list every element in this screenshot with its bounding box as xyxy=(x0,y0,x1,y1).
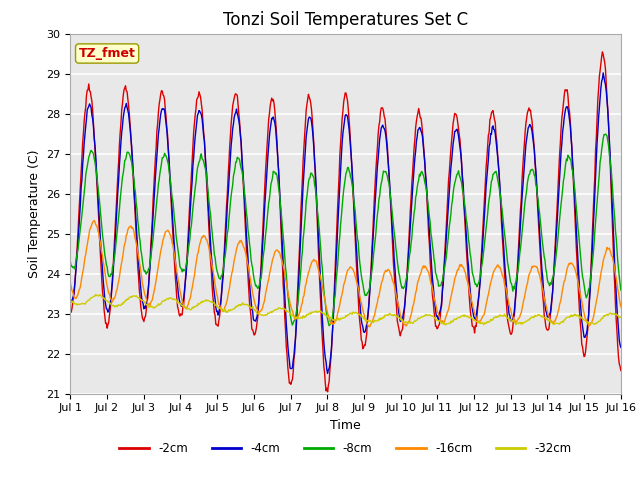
-32cm xyxy=(77,301,84,307)
-32cm xyxy=(442,322,449,328)
Y-axis label: Soil Temperature (C): Soil Temperature (C) xyxy=(28,149,41,278)
-4cm xyxy=(218,286,226,292)
-2cm xyxy=(133,250,141,255)
-16cm xyxy=(617,304,625,310)
Text: TZ_fmet: TZ_fmet xyxy=(79,47,136,60)
-4cm xyxy=(67,298,74,304)
Line: -8cm: -8cm xyxy=(70,134,621,326)
-16cm xyxy=(134,249,141,254)
Line: -4cm: -4cm xyxy=(70,73,621,373)
-8cm xyxy=(133,206,141,212)
Legend: -2cm, -4cm, -8cm, -16cm, -32cm: -2cm, -4cm, -8cm, -16cm, -32cm xyxy=(115,437,577,460)
-2cm xyxy=(324,389,332,395)
Line: -16cm: -16cm xyxy=(70,220,621,327)
-4cm xyxy=(413,134,421,140)
Title: Tonzi Soil Temperatures Set C: Tonzi Soil Temperatures Set C xyxy=(223,11,468,29)
-4cm xyxy=(324,371,332,376)
-4cm xyxy=(617,344,625,350)
-32cm xyxy=(219,308,227,313)
-8cm xyxy=(413,184,421,190)
-32cm xyxy=(92,292,99,298)
-32cm xyxy=(413,317,421,323)
-2cm xyxy=(429,299,437,305)
-8cm xyxy=(429,248,437,254)
-32cm xyxy=(190,304,198,310)
-2cm xyxy=(617,368,625,373)
-8cm xyxy=(617,287,625,293)
-2cm xyxy=(67,308,74,313)
-4cm xyxy=(189,163,196,169)
Line: -32cm: -32cm xyxy=(70,295,621,325)
-2cm xyxy=(413,113,421,119)
-4cm xyxy=(77,202,84,207)
-16cm xyxy=(365,324,372,330)
-32cm xyxy=(67,298,74,303)
-8cm xyxy=(189,205,196,211)
-8cm xyxy=(218,272,226,278)
-8cm xyxy=(325,323,333,329)
-4cm xyxy=(429,284,437,289)
-32cm xyxy=(429,313,437,319)
-8cm xyxy=(67,259,74,265)
-2cm xyxy=(598,49,606,55)
-2cm xyxy=(77,184,84,190)
-8cm xyxy=(77,226,84,231)
-2cm xyxy=(189,145,196,151)
-16cm xyxy=(190,276,198,282)
Line: -2cm: -2cm xyxy=(70,52,621,392)
-32cm xyxy=(134,295,141,300)
-32cm xyxy=(617,314,625,320)
-16cm xyxy=(77,284,84,289)
X-axis label: Time: Time xyxy=(330,419,361,432)
-4cm xyxy=(133,234,141,240)
-16cm xyxy=(90,217,98,223)
-2cm xyxy=(218,283,226,289)
-4cm xyxy=(599,70,607,76)
-16cm xyxy=(219,308,227,314)
-16cm xyxy=(430,295,438,300)
-16cm xyxy=(414,278,422,284)
-8cm xyxy=(602,131,609,137)
-16cm xyxy=(67,280,74,286)
